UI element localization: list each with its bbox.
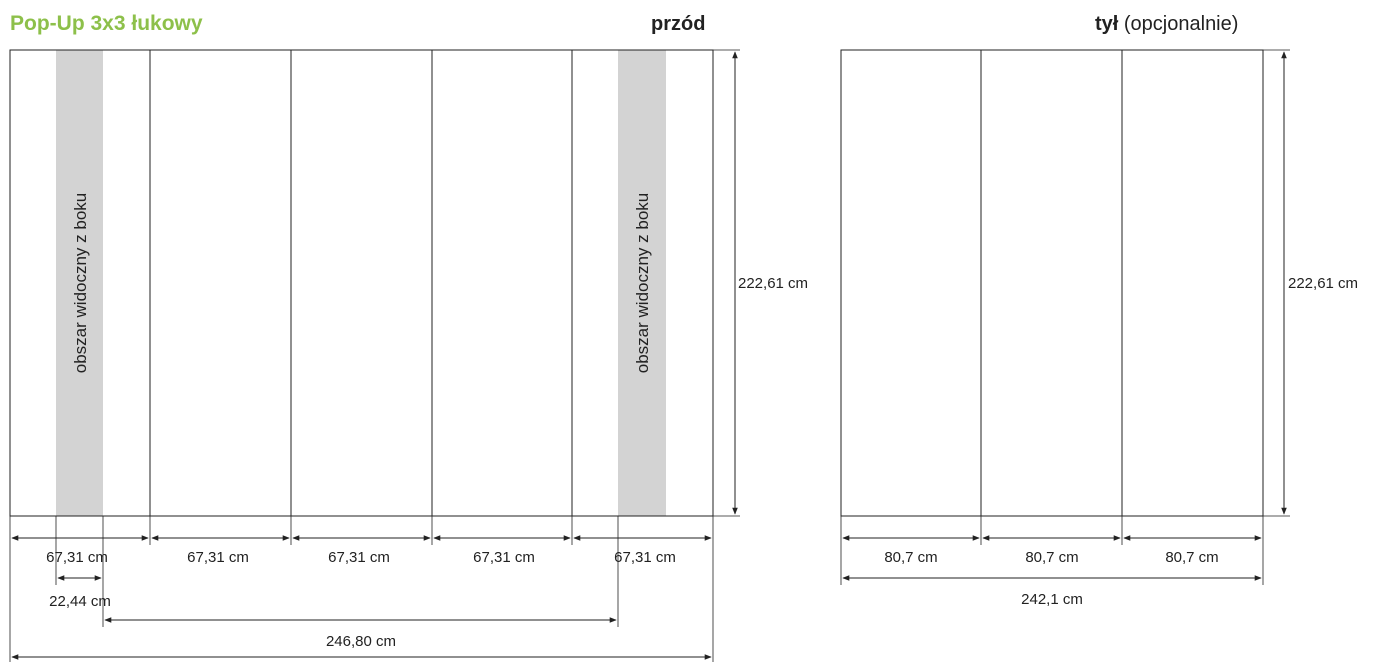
back-panel-width-3: 80,7 cm (1165, 549, 1218, 566)
front-height-label: 222,61 cm (738, 275, 808, 292)
front-panel-width-2: 67,31 cm (187, 549, 249, 566)
front-panel-width-5: 67,31 cm (614, 549, 676, 566)
side-area-right (618, 50, 666, 516)
front-label: przód (651, 13, 706, 35)
side-area-text-right: obszar widoczny z boku (633, 193, 652, 373)
back-panel-outline (840, 49, 1264, 517)
back-label: tył (opcjonalnie) (1095, 13, 1238, 36)
back-panel-width-1: 80,7 cm (884, 549, 937, 566)
front-panel-width-1: 67,31 cm (46, 549, 108, 566)
front-panel-outline (9, 49, 714, 517)
side-width-label: 22,44 cm (49, 593, 111, 610)
back-height-label: 222,61 cm (1288, 275, 1358, 292)
back-total-width-label: 242,1 cm (1021, 591, 1083, 608)
front-panel-width-3: 67,31 cm (328, 549, 390, 566)
diagram-title: Pop-Up 3x3 łukowy (10, 12, 203, 35)
side-area-left (56, 50, 103, 516)
back-panel-width-2: 80,7 cm (1025, 549, 1078, 566)
back-label-optional: (opcjonalnie) (1118, 13, 1239, 35)
side-area-text-left: obszar widoczny z boku (71, 193, 90, 373)
visible-width-label: 246,80 cm (326, 633, 396, 650)
front-panel-width-4: 67,31 cm (473, 549, 535, 566)
back-label-main: tył (1095, 13, 1119, 35)
